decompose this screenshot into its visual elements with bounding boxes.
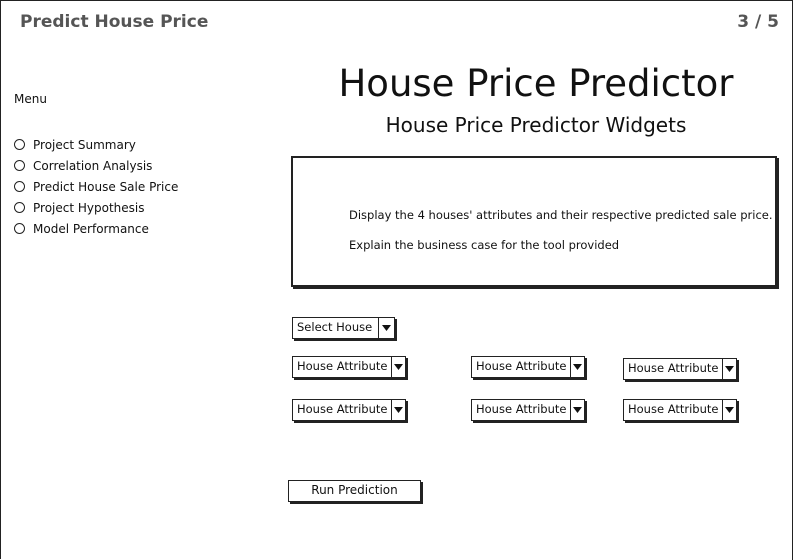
menu-item-predict-house-sale-price[interactable]: Predict House Sale Price bbox=[14, 176, 178, 197]
dropdown-label: House Attribute bbox=[624, 359, 724, 379]
chevron-down-icon[interactable] bbox=[379, 318, 394, 338]
app-title: Predict House Price bbox=[20, 12, 209, 32]
menu-item-project-hypothesis[interactable]: Project Hypothesis bbox=[14, 197, 178, 218]
chevron-down-icon[interactable] bbox=[571, 400, 584, 420]
dropdown-label: House Attribute bbox=[472, 357, 572, 377]
house-attribute-dropdown[interactable]: House Attribute bbox=[292, 399, 406, 421]
radio-icon[interactable] bbox=[14, 223, 25, 234]
menu-item-label: Predict House Sale Price bbox=[33, 179, 179, 194]
house-attribute-dropdown[interactable]: House Attribute bbox=[292, 356, 406, 378]
info-text-line: Explain the business case for the tool p… bbox=[349, 238, 620, 252]
menu-item-label: Model Performance bbox=[33, 221, 149, 236]
dropdown-label: House Attribute bbox=[293, 400, 393, 420]
dropdown-label: House Attribute bbox=[293, 357, 393, 377]
house-attribute-dropdown[interactable]: House Attribute bbox=[623, 358, 737, 380]
menu-item-label: Correlation Analysis bbox=[33, 158, 153, 173]
chevron-down-icon[interactable] bbox=[723, 400, 736, 420]
menu-item-label: Project Summary bbox=[33, 137, 136, 152]
menu-item-correlation-analysis[interactable]: Correlation Analysis bbox=[14, 155, 178, 176]
radio-icon[interactable] bbox=[14, 160, 25, 171]
info-box: Display the 4 houses' attributes and the… bbox=[291, 156, 777, 287]
dropdown-label: House Attribute bbox=[624, 400, 724, 420]
chevron-down-icon[interactable] bbox=[723, 359, 736, 379]
select-house-dropdown[interactable]: Select House bbox=[292, 317, 395, 339]
chevron-down-icon[interactable] bbox=[571, 357, 584, 377]
dropdown-label: House Attribute bbox=[472, 400, 572, 420]
run-prediction-button[interactable]: Run Prediction bbox=[288, 480, 421, 502]
page-counter: 3 / 5 bbox=[737, 12, 779, 32]
menu-item-label: Project Hypothesis bbox=[33, 200, 145, 215]
radio-icon[interactable] bbox=[14, 139, 25, 150]
radio-icon[interactable] bbox=[14, 202, 25, 213]
info-text-line: Display the 4 houses' attributes and the… bbox=[349, 208, 773, 222]
house-attribute-dropdown[interactable]: House Attribute bbox=[471, 356, 585, 378]
sidebar-menu: Project Summary Correlation Analysis Pre… bbox=[14, 134, 178, 239]
menu-heading: Menu bbox=[14, 92, 47, 106]
dropdown-label: Select House bbox=[293, 318, 379, 338]
chevron-down-icon[interactable] bbox=[392, 357, 405, 377]
chevron-down-icon[interactable] bbox=[392, 400, 405, 420]
house-attribute-dropdown[interactable]: House Attribute bbox=[623, 399, 737, 421]
page-subtitle: House Price Predictor Widgets bbox=[385, 113, 687, 137]
menu-item-project-summary[interactable]: Project Summary bbox=[14, 134, 178, 155]
house-attribute-dropdown[interactable]: House Attribute bbox=[471, 399, 585, 421]
page-title: House Price Predictor bbox=[338, 62, 734, 105]
menu-item-model-performance[interactable]: Model Performance bbox=[14, 218, 178, 239]
radio-icon[interactable] bbox=[14, 181, 25, 192]
